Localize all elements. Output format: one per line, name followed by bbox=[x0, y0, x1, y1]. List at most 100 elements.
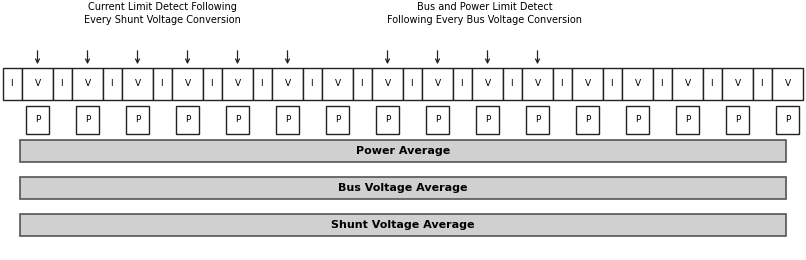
Bar bbox=[526, 106, 549, 134]
Text: P: P bbox=[384, 115, 390, 125]
Bar bbox=[672, 68, 703, 100]
Text: V: V bbox=[584, 80, 591, 88]
Bar bbox=[703, 68, 722, 100]
Text: Bus Voltage Average: Bus Voltage Average bbox=[339, 183, 467, 193]
Bar bbox=[222, 68, 253, 100]
Bar bbox=[122, 68, 153, 100]
Text: V: V bbox=[235, 80, 240, 88]
Text: I: I bbox=[360, 80, 363, 88]
Bar bbox=[522, 68, 553, 100]
Bar bbox=[177, 106, 198, 134]
Text: I: I bbox=[410, 80, 413, 88]
Bar bbox=[20, 177, 786, 199]
Bar bbox=[22, 68, 53, 100]
Bar bbox=[403, 68, 422, 100]
Text: P: P bbox=[35, 115, 40, 125]
Text: V: V bbox=[684, 80, 691, 88]
Text: P: P bbox=[485, 115, 490, 125]
Text: Bus and Power Limit Detect
Following Every Bus Voltage Conversion: Bus and Power Limit Detect Following Eve… bbox=[387, 2, 582, 25]
Text: V: V bbox=[85, 80, 90, 88]
Text: I: I bbox=[660, 80, 663, 88]
Text: P: P bbox=[334, 115, 340, 125]
Text: P: P bbox=[535, 115, 540, 125]
Text: V: V bbox=[35, 80, 40, 88]
Text: Shunt Voltage Average: Shunt Voltage Average bbox=[331, 220, 475, 230]
Bar bbox=[653, 68, 672, 100]
Bar bbox=[622, 68, 653, 100]
Bar bbox=[20, 140, 786, 162]
Bar bbox=[77, 106, 98, 134]
Text: I: I bbox=[510, 80, 513, 88]
Bar bbox=[353, 68, 372, 100]
Bar bbox=[426, 106, 449, 134]
Bar bbox=[276, 106, 299, 134]
Text: V: V bbox=[334, 80, 341, 88]
Text: P: P bbox=[785, 115, 790, 125]
Text: V: V bbox=[185, 80, 190, 88]
Text: V: V bbox=[534, 80, 541, 88]
Bar bbox=[127, 106, 148, 134]
Text: V: V bbox=[135, 80, 140, 88]
Bar bbox=[476, 106, 499, 134]
Bar bbox=[372, 68, 403, 100]
Bar bbox=[20, 214, 786, 236]
Bar bbox=[203, 68, 222, 100]
Bar bbox=[572, 68, 603, 100]
Bar bbox=[726, 106, 749, 134]
Text: P: P bbox=[285, 115, 290, 125]
Text: P: P bbox=[585, 115, 590, 125]
Text: I: I bbox=[210, 80, 213, 88]
Text: I: I bbox=[10, 80, 13, 88]
Bar bbox=[272, 68, 303, 100]
Bar bbox=[172, 68, 203, 100]
Text: P: P bbox=[635, 115, 640, 125]
Bar bbox=[722, 68, 753, 100]
Bar bbox=[322, 68, 353, 100]
Bar bbox=[3, 68, 22, 100]
Bar bbox=[472, 68, 503, 100]
Text: I: I bbox=[760, 80, 762, 88]
Text: I: I bbox=[710, 80, 713, 88]
Bar bbox=[776, 106, 799, 134]
Bar bbox=[303, 68, 322, 100]
Bar bbox=[226, 106, 249, 134]
Bar bbox=[626, 106, 649, 134]
Text: P: P bbox=[135, 115, 140, 125]
Text: P: P bbox=[185, 115, 190, 125]
Text: I: I bbox=[560, 80, 563, 88]
Bar bbox=[27, 106, 48, 134]
Bar bbox=[53, 68, 72, 100]
Bar bbox=[676, 106, 699, 134]
Text: Current Limit Detect Following
Every Shunt Voltage Conversion: Current Limit Detect Following Every Shu… bbox=[84, 2, 241, 25]
Text: V: V bbox=[734, 80, 741, 88]
Text: P: P bbox=[434, 115, 440, 125]
Text: V: V bbox=[285, 80, 290, 88]
Text: I: I bbox=[260, 80, 263, 88]
Text: P: P bbox=[235, 115, 240, 125]
Bar bbox=[72, 68, 103, 100]
Bar bbox=[553, 68, 572, 100]
Bar bbox=[326, 106, 349, 134]
Text: I: I bbox=[60, 80, 63, 88]
Text: I: I bbox=[160, 80, 163, 88]
Text: I: I bbox=[460, 80, 463, 88]
Bar bbox=[576, 106, 599, 134]
Bar bbox=[376, 106, 399, 134]
Bar bbox=[453, 68, 472, 100]
Text: P: P bbox=[735, 115, 740, 125]
Bar bbox=[603, 68, 622, 100]
Text: V: V bbox=[634, 80, 641, 88]
Text: V: V bbox=[784, 80, 791, 88]
Text: I: I bbox=[110, 80, 113, 88]
Bar bbox=[772, 68, 803, 100]
Text: I: I bbox=[610, 80, 613, 88]
Text: Power Average: Power Average bbox=[356, 146, 450, 156]
Bar bbox=[422, 68, 453, 100]
Bar bbox=[103, 68, 122, 100]
Text: V: V bbox=[384, 80, 391, 88]
Bar bbox=[153, 68, 172, 100]
Text: V: V bbox=[484, 80, 491, 88]
Bar bbox=[253, 68, 272, 100]
Bar bbox=[503, 68, 522, 100]
Bar bbox=[753, 68, 772, 100]
